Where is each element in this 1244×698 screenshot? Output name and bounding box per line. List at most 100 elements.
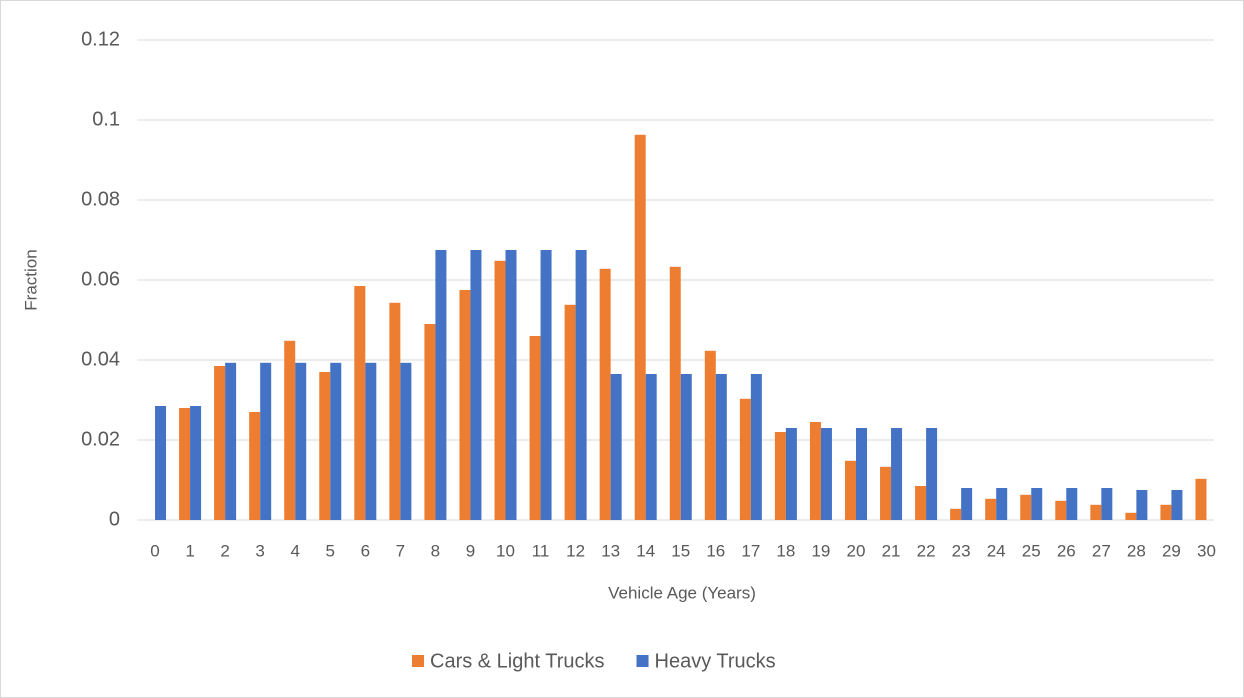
bar [319,372,331,520]
bar [494,260,506,520]
bar [1171,490,1183,520]
bar [529,336,541,520]
bar [365,362,377,520]
legend-swatch [412,655,424,667]
bar [996,488,1008,520]
bar [1160,504,1172,520]
x-tick-label: 9 [466,541,475,560]
bar [680,374,692,520]
bar [540,250,552,520]
x-tick-label: 27 [1092,541,1111,560]
bar [459,290,471,520]
bar [669,266,681,520]
bar [435,250,447,520]
bar [915,486,927,520]
x-tick-label: 10 [496,541,515,560]
x-tick-label: 0 [150,541,159,560]
bar [610,374,622,520]
bar [750,374,762,520]
bar [1195,478,1207,520]
x-tick-label: 22 [917,541,936,560]
bar [1125,512,1137,520]
bar [470,250,482,520]
legend-swatch [636,655,649,667]
x-tick-label: 11 [532,541,550,560]
bar [820,428,832,520]
bar [295,362,307,520]
bar [389,302,401,520]
y-tick-label: 0 [109,508,120,530]
y-axis-title: Fraction [21,249,40,310]
bar [249,412,261,520]
bar [225,362,237,520]
bar [1090,504,1102,520]
bar [575,250,587,520]
bar [599,268,611,520]
bar [564,304,576,520]
x-axis-title: Vehicle Age (Years) [608,583,756,602]
y-tick-label: 0.1 [92,108,120,130]
x-tick-label: 7 [396,541,405,560]
bar [844,460,856,520]
bar [704,350,716,520]
x-tick-label: 1 [185,541,194,560]
bar [354,286,366,520]
x-tick-label: 17 [741,541,760,560]
x-tick-label: 8 [431,541,440,560]
x-tick-label: 13 [601,541,620,560]
bar [284,340,296,520]
bar [260,362,272,520]
bar [785,428,797,520]
y-tick-label: 0.06 [81,268,120,290]
bar [1031,488,1043,520]
x-tick-label: 24 [987,541,1006,560]
bar [950,508,962,520]
bar [645,374,657,520]
y-tick-label: 0.12 [81,28,120,50]
x-tick-label: 21 [882,541,901,560]
bar [1055,500,1067,520]
bar [880,466,892,520]
legend-label: Heavy Trucks [655,650,776,672]
x-tick-label: 23 [952,541,971,560]
x-tick-label: 28 [1127,541,1146,560]
x-tick-label: 5 [326,541,335,560]
bar [961,488,973,520]
x-tick-label: 6 [361,541,370,560]
y-tick-label: 0.08 [81,188,120,210]
bar [926,428,938,520]
bar [1020,494,1032,520]
x-tick-label: 2 [220,541,229,560]
bar [1101,488,1113,520]
x-tick-label: 20 [847,541,866,560]
x-tick-label: 26 [1057,541,1076,560]
x-tick-label: 25 [1022,541,1041,560]
x-tick-label: 4 [290,541,299,560]
bar [330,362,342,520]
bar [891,428,903,520]
legend-label: Cars & Light Trucks [430,650,605,672]
bar [424,324,436,520]
bar [1136,490,1148,520]
x-tick-label: 29 [1162,541,1181,560]
bar [855,428,867,520]
bar [400,362,412,520]
bar [214,366,226,520]
x-tick-label: 30 [1197,541,1216,560]
bar [774,432,786,520]
bar [715,374,727,520]
x-tick-label: 18 [776,541,795,560]
bar [985,498,997,520]
bar [155,406,167,520]
x-tick-label: 14 [636,541,655,560]
bar [179,408,191,520]
x-tick-label: 3 [255,541,264,560]
bar [739,398,751,520]
y-tick-label: 0.02 [81,428,120,450]
bar [634,134,646,521]
bar [809,422,821,520]
y-tick-label: 0.04 [81,348,120,370]
x-tick-label: 19 [811,541,830,560]
